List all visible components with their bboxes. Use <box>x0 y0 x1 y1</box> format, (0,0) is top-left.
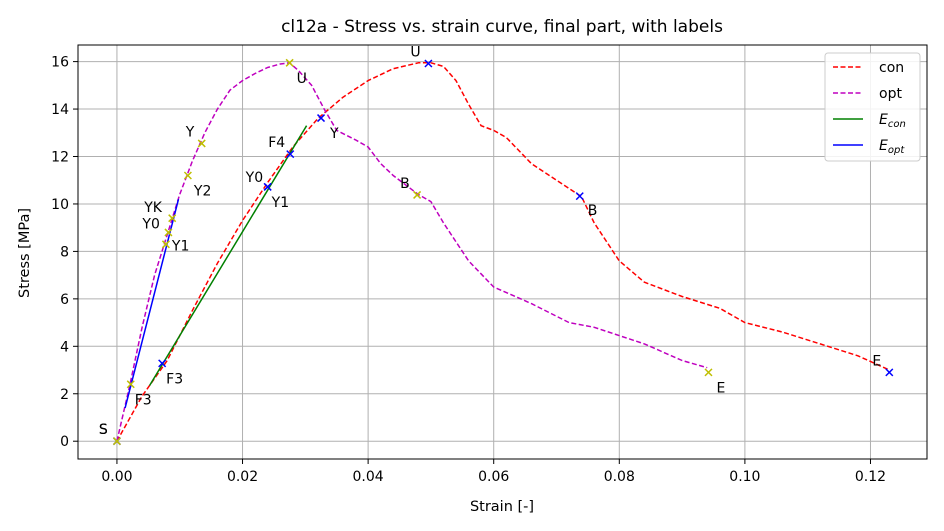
point-label: Y0 <box>141 216 159 232</box>
x-axis-title: Strain [-] <box>470 499 534 515</box>
x-tick-label: 0.12 <box>855 469 886 485</box>
marker-con-f4 <box>286 150 295 159</box>
marker-con-e <box>885 368 894 377</box>
legend-box <box>824 52 921 162</box>
point-label: Y1 <box>171 238 189 254</box>
x-tick-label: 0.08 <box>604 469 635 485</box>
series-lines <box>116 62 890 442</box>
marker-con-b <box>575 192 584 201</box>
point-label: U <box>410 45 420 61</box>
point-label: S <box>99 422 108 438</box>
legend-label: opt <box>879 86 902 102</box>
y-tick-label: 0 <box>60 434 69 450</box>
y-tick-label: 4 <box>60 339 69 355</box>
x-tick-label: 0.04 <box>353 469 384 485</box>
point-label: E <box>716 380 725 396</box>
legend: con opt Econ Eopt <box>824 52 921 162</box>
point-label: Y <box>329 126 339 142</box>
marker-opt-yk <box>168 214 177 223</box>
point-label: Y0 <box>245 170 263 186</box>
marker-con-u <box>424 59 433 68</box>
point-label: Y <box>185 124 195 140</box>
x-tick-label: 0.10 <box>729 469 760 485</box>
point-label: B <box>588 203 598 219</box>
grid <box>78 45 927 459</box>
x-tick-label: 0.00 <box>101 469 132 485</box>
y-tick-label: 10 <box>51 197 69 213</box>
marker-opt-y1 <box>161 240 170 249</box>
marker-opt-y2 <box>183 171 192 180</box>
y-tick-label: 6 <box>60 292 69 308</box>
point-label: S <box>99 422 108 438</box>
point-label: Y2 <box>193 183 211 199</box>
marker-opt-f3 <box>126 380 135 389</box>
axis-ticks: 0.00 0.02 0.04 0.06 0.08 0.10 0.12 0 2 4 6 8 10 12 14 1… <box>51 55 886 485</box>
series-line-opt <box>116 62 708 442</box>
marker-opt-y <box>197 139 206 148</box>
marker-opt-s <box>112 437 121 446</box>
point-label: U <box>297 71 307 87</box>
y-tick-label: 2 <box>60 387 69 403</box>
legend-label: con <box>879 60 904 76</box>
point-label: F3 <box>135 392 152 408</box>
series-line-con <box>116 62 890 442</box>
y-tick-label: 14 <box>51 102 69 118</box>
plot-frame <box>77 44 928 460</box>
point-label: E <box>872 353 881 369</box>
y-tick-label: 8 <box>60 244 69 260</box>
chart-title: cl12a - Stress vs. strain curve, final p… <box>281 17 723 37</box>
point-label: F3 <box>166 371 183 387</box>
point-label: B <box>400 176 410 192</box>
marker-opt-b <box>413 190 422 199</box>
legend-label: Econ <box>879 112 906 130</box>
x-tick-label: 0.06 <box>478 469 509 485</box>
legend-label: Eopt <box>879 138 905 156</box>
point-label: F4 <box>268 135 285 151</box>
marker-con-f3 <box>158 359 167 368</box>
series-line-e-con <box>148 125 308 386</box>
marker-opt-u <box>285 58 294 67</box>
marker-con-y1 <box>263 182 272 191</box>
y-tick-label: 16 <box>51 55 69 71</box>
y-axis-title: Stress [MPa] <box>17 208 33 298</box>
y-tick-label: 12 <box>51 150 69 166</box>
point-label: Y1 <box>271 195 289 211</box>
marker-con-y <box>316 114 326 123</box>
point-label: YK <box>143 200 163 216</box>
marker-opt-y0 <box>164 228 173 237</box>
x-tick-label: 0.02 <box>227 469 258 485</box>
marker-opt-e <box>704 368 713 377</box>
